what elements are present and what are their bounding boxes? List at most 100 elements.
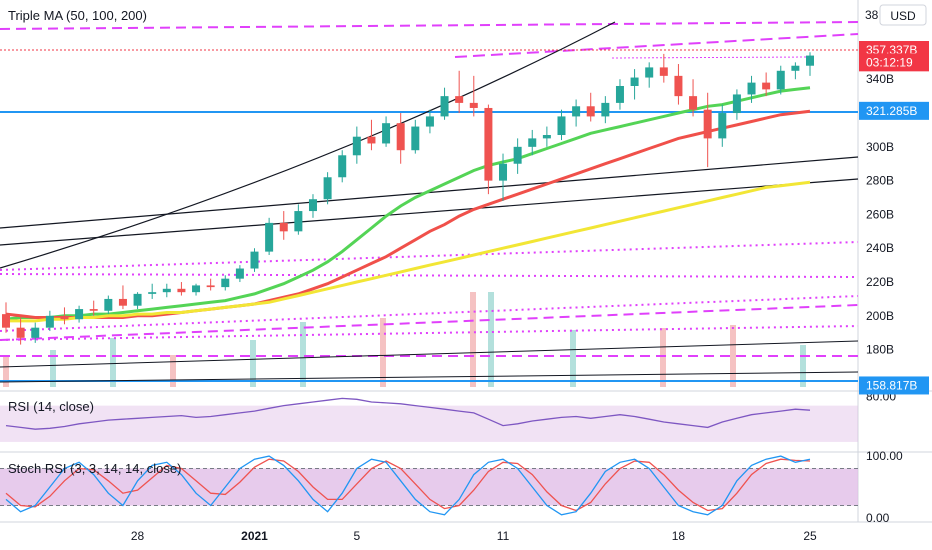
volume-bar: [250, 340, 256, 387]
rsi-indicator: [5, 397, 811, 430]
trendline-dashed[interactable]: [454, 33, 859, 58]
drawing-tools[interactable]: [0, 21, 859, 383]
candle-body: [221, 278, 230, 288]
price-tag: [859, 376, 929, 395]
candle-body: [586, 106, 595, 117]
x-tick-label: 5: [353, 529, 360, 543]
volume-bar: [660, 328, 666, 387]
candle-body: [45, 315, 54, 328]
curve-line[interactable]: [0, 21, 616, 269]
trendline-dotted[interactable]: [611, 56, 811, 59]
candle-body: [235, 268, 244, 279]
candle-body: [572, 106, 581, 117]
x-tick-label: 11: [497, 529, 510, 543]
candle-body: [484, 107, 493, 181]
volume-bars: [3, 292, 806, 387]
y-tick-label: 240B: [866, 241, 894, 255]
volume-bar: [110, 338, 116, 387]
candle-body: [645, 67, 654, 78]
trendline-dotted[interactable]: [0, 241, 859, 271]
candle-body: [352, 136, 361, 156]
volume-bar: [570, 330, 576, 387]
trendline-black[interactable]: [0, 340, 859, 368]
x-tick-label: 18: [672, 529, 686, 543]
candle-body: [455, 96, 464, 103]
candle-body: [177, 288, 186, 293]
candlesticks: [2, 52, 814, 345]
x-tick-label: 28: [131, 529, 145, 543]
candle-body: [75, 309, 84, 320]
main-title: Triple MA (50, 100, 200): [8, 8, 147, 23]
candle-body: [542, 135, 551, 139]
candle-body: [367, 136, 376, 144]
y-tick-label: 180B: [866, 343, 894, 357]
trendline-black[interactable]: [0, 371, 859, 383]
candle-body: [469, 102, 478, 108]
candle-body: [762, 82, 771, 90]
trendline-dotted[interactable]: [0, 295, 859, 332]
candle-body: [192, 285, 201, 293]
trendline-dotted[interactable]: [0, 325, 859, 341]
price-tag-label: 321.285B: [866, 104, 917, 118]
candle-body: [791, 65, 800, 71]
candle-body: [601, 102, 610, 117]
stoch-rsi-indicator: [0, 455, 858, 516]
time-axis[interactable]: 28 2021 5 11 18 25: [131, 529, 817, 543]
stoch-k-line: [5, 455, 811, 516]
rsi-line: [5, 397, 811, 430]
candle-body: [118, 298, 127, 306]
y-tick-label: 300B: [866, 140, 894, 154]
candle-body: [16, 327, 25, 338]
candle-body: [659, 67, 668, 76]
candle-body: [732, 94, 741, 114]
candle-body: [499, 163, 508, 181]
candle-body: [323, 177, 332, 200]
candle-body: [60, 315, 69, 320]
volume-bar: [50, 350, 56, 387]
trendline-dotted[interactable]: [0, 273, 859, 278]
candle-body: [308, 199, 317, 212]
main-pane[interactable]: [0, 0, 858, 390]
candle-body: [440, 96, 449, 117]
candle-body: [615, 85, 624, 103]
trendline-black[interactable]: [0, 178, 859, 246]
candle-body: [630, 77, 639, 86]
candle-body: [411, 126, 420, 151]
volume-bar: [488, 292, 494, 387]
candle-body: [89, 309, 98, 311]
candle-body: [133, 293, 142, 306]
ma-line: [6, 180, 811, 323]
candle-body: [689, 96, 698, 110]
volume-bar: [380, 318, 386, 387]
y-tick-label: 280B: [866, 174, 894, 188]
candle-body: [747, 82, 756, 95]
ma-line: [5, 109, 811, 319]
candle-body: [674, 75, 683, 97]
stoch-tick-label: 0.00: [866, 511, 890, 525]
candle-body: [425, 116, 434, 127]
rsi-title: RSI (14, close): [8, 399, 94, 414]
y-tick-label-partial: 38: [865, 8, 879, 22]
candle-body: [528, 138, 537, 147]
price-tag: [859, 101, 929, 120]
candle-body: [104, 298, 113, 311]
y-tick-label: 200B: [866, 309, 894, 323]
y-tick-label: 220B: [866, 275, 894, 289]
x-tick-label: 2021: [241, 529, 268, 543]
candle-body: [806, 55, 814, 66]
candle-body: [265, 222, 274, 252]
candle-body: [294, 211, 303, 232]
candle-body: [206, 285, 215, 288]
candle-body: [2, 314, 10, 328]
volume-bar: [170, 355, 176, 387]
candle-body: [279, 222, 288, 232]
volume-bar: [730, 325, 736, 387]
price-tag-label: 03:12:19: [866, 55, 913, 69]
currency-label: USD: [890, 9, 916, 23]
volume-bar: [300, 322, 306, 387]
candle-body: [396, 123, 405, 151]
currency-button[interactable]: [879, 4, 927, 26]
candle-body: [31, 327, 40, 338]
